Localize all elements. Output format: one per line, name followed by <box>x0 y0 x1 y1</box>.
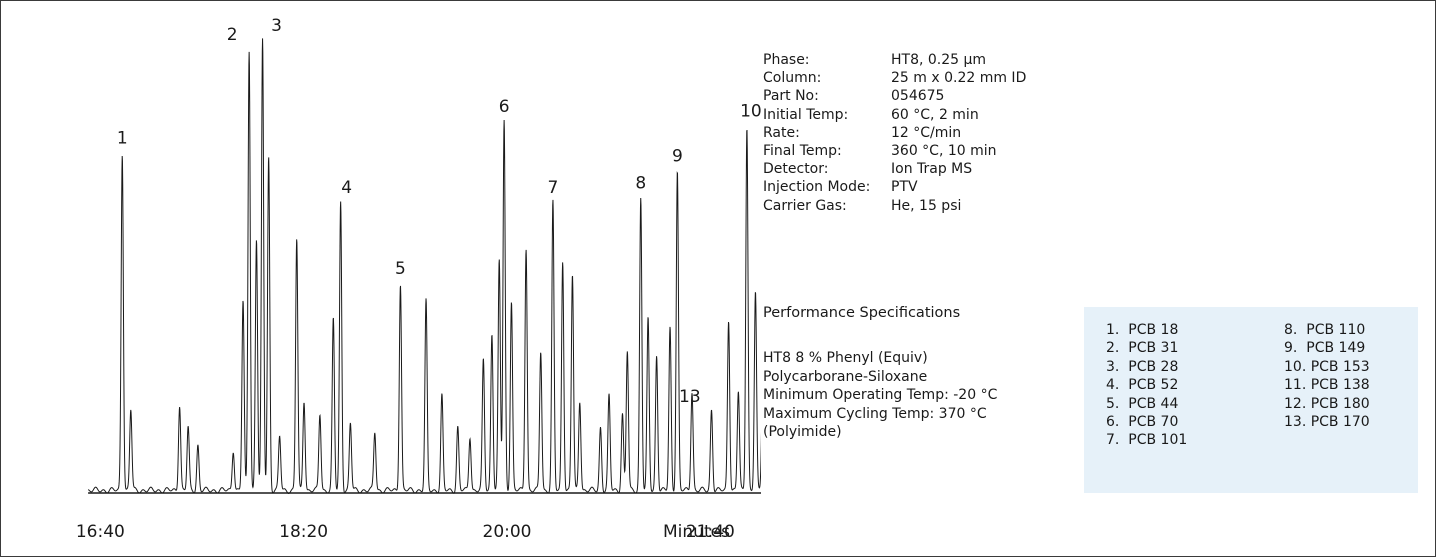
legend-item: 4. PCB 52 <box>1106 377 1179 394</box>
legend-item: 1. PCB 18 <box>1106 322 1179 338</box>
performance-line: Maximum Cycling Temp: 370 °C <box>763 405 987 422</box>
legend-item: 8. PCB 110 <box>1284 322 1366 338</box>
condition-label: Initial Temp: <box>763 106 849 123</box>
condition-value: He, 15 psi <box>891 197 962 214</box>
peak-label-6: 6 <box>499 97 510 117</box>
x-tick-label: 20:00 <box>483 522 532 542</box>
condition-label: Column: <box>763 70 822 87</box>
legend-item: 3. PCB 28 <box>1106 358 1179 375</box>
condition-label: Detector: <box>763 161 829 178</box>
performance-line: HT8 8 % Phenyl (Equiv) <box>763 350 928 366</box>
condition-value: 60 °C, 2 min <box>891 106 979 123</box>
x-axis-label: Minutes <box>663 522 730 542</box>
performance-specifications: HT8 8 % Phenyl (Equiv) Polycarborane-Silo… <box>763 349 997 442</box>
condition-label: Phase: <box>763 52 810 68</box>
method-conditions: Phase: HT8, 0.25 µm Column: 25 m x 0.22 mm … <box>763 51 1026 215</box>
condition-row: Detector: Ion Trap MS <box>763 160 1026 178</box>
performance-line: Minimum Operating Temp: -20 °C <box>763 387 998 403</box>
condition-row: Injection Mode: PTV <box>763 178 1026 196</box>
legend-item: 13. PCB 170 <box>1284 414 1370 431</box>
legend-item: 12. PCB 180 <box>1284 395 1370 412</box>
legend-column-2: 8. PCB 110 9. PCB 149 10. PCB 153 11. PCB 1… <box>1284 321 1370 431</box>
peak-label-10: 10 <box>740 102 761 122</box>
peak-label-5: 5 <box>395 259 406 279</box>
condition-label: Final Temp: <box>763 143 842 160</box>
condition-row: Phase: HT8, 0.25 µm <box>763 51 1026 69</box>
legend-column-1: 1. PCB 18 2. PCB 31 3. PCB 28 4. PCB 52 5. P… <box>1106 321 1187 450</box>
peak-label-3: 3 <box>271 16 282 36</box>
legend-item: 7. PCB 101 <box>1106 432 1188 449</box>
condition-value: 360 °C, 10 min <box>891 143 997 160</box>
condition-label: Rate: <box>763 124 800 141</box>
condition-value: 25 m x 0.22 mm ID <box>891 70 1027 87</box>
performance-line: Polycarborane-Siloxane <box>763 368 928 385</box>
condition-value: HT8, 0.25 µm <box>891 52 987 68</box>
legend-item: 5. PCB 44 <box>1106 395 1179 412</box>
peak-label-13: 13 <box>679 387 701 407</box>
condition-row: Initial Temp: 60 °C, 2 min <box>763 106 1026 124</box>
condition-value: PTV <box>891 179 918 196</box>
peak-label-9: 9 <box>672 147 683 167</box>
performance-line: (Polyimide) <box>763 424 842 440</box>
chromatogram: 123456789101112 16:4018:2020:0021:4023:0… <box>76 16 761 542</box>
peak-label-1: 1 <box>117 129 128 149</box>
condition-row: Carrier Gas: He, 15 psi <box>763 197 1026 215</box>
condition-row: Column: 25 m x 0.22 mm ID <box>763 69 1026 87</box>
condition-value: Ion Trap MS <box>891 161 973 178</box>
condition-row: Rate: 12 °C/min <box>763 124 1026 142</box>
legend-item: 2. PCB 31 <box>1106 340 1179 357</box>
legend-item: 6. PCB 70 <box>1106 414 1179 431</box>
peak-label-7: 7 <box>548 178 559 198</box>
peak-labels: 123456789101112 <box>117 16 761 279</box>
condition-row: Final Temp: 360 °C, 10 min <box>763 142 1026 160</box>
peak-label-2: 2 <box>227 25 238 45</box>
condition-value: 12 °C/min <box>891 124 962 141</box>
legend-item: 10. PCB 153 <box>1284 358 1370 375</box>
legend-item: 11. PCB 138 <box>1284 377 1370 394</box>
peak-label-8: 8 <box>635 174 646 194</box>
legend-item: 9. PCB 149 <box>1284 340 1366 357</box>
condition-label: Part No: <box>763 88 819 105</box>
condition-label: Carrier Gas: <box>763 197 847 214</box>
condition-row: Part No: 054675 <box>763 87 1026 105</box>
chromatogram-trace <box>87 38 761 494</box>
condition-label: Injection Mode: <box>763 179 871 196</box>
x-tick-label: 21:40 <box>686 522 735 542</box>
performance-heading: Performance Specifications <box>763 305 961 321</box>
compound-legend: 1. PCB 18 2. PCB 31 3. PCB 28 4. PCB 52 5. P… <box>1084 307 1418 493</box>
condition-value: 054675 <box>891 88 945 105</box>
x-tick-label: 16:40 <box>76 522 125 542</box>
x-tick-label: 18:20 <box>279 522 328 542</box>
peak-label-4: 4 <box>341 178 352 198</box>
